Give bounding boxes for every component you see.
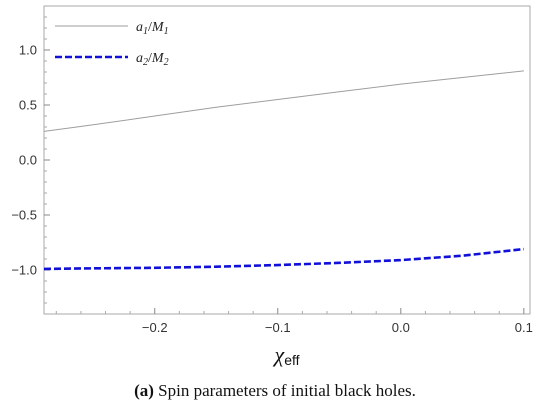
y-tick-label: 0.0 bbox=[19, 153, 37, 168]
series-layer bbox=[43, 70, 524, 271]
caption-text: Spin parameters of initial black holes. bbox=[153, 381, 416, 400]
series-line-1 bbox=[43, 70, 524, 132]
x-tick-label: −0.2 bbox=[142, 320, 168, 335]
chart: −0.2 −0.1 0.0 0.1 −1.0 −0.5 0.0 0.5 1.0 a1/M1 a2… bbox=[11, 5, 533, 368]
x-axis-label: χeff bbox=[273, 342, 300, 368]
figure-caption: (a) Spin parameters of initial black hol… bbox=[0, 381, 550, 401]
x-tick-label: 0.0 bbox=[392, 320, 410, 335]
x-tick-label: −0.1 bbox=[265, 320, 291, 335]
legend: a1/M1 a2/M2 bbox=[55, 20, 169, 68]
series-line-2 bbox=[43, 247, 524, 271]
y-tick-label: −1.0 bbox=[11, 263, 37, 278]
y-axis-ticks: −1.0 −0.5 0.0 0.5 1.0 bbox=[11, 5, 50, 315]
legend-label-2: a2/M2 bbox=[136, 51, 169, 68]
x-axis-ticks: −0.2 −0.1 0.0 0.1 bbox=[55, 308, 533, 335]
y-tick-label: 1.0 bbox=[19, 43, 37, 58]
caption-tag: (a) bbox=[134, 381, 154, 400]
legend-label-1: a1/M1 bbox=[136, 20, 169, 37]
y-tick-label: 0.5 bbox=[19, 98, 37, 113]
y-tick-label: −0.5 bbox=[11, 208, 37, 223]
x-tick-label: 0.1 bbox=[515, 320, 533, 335]
